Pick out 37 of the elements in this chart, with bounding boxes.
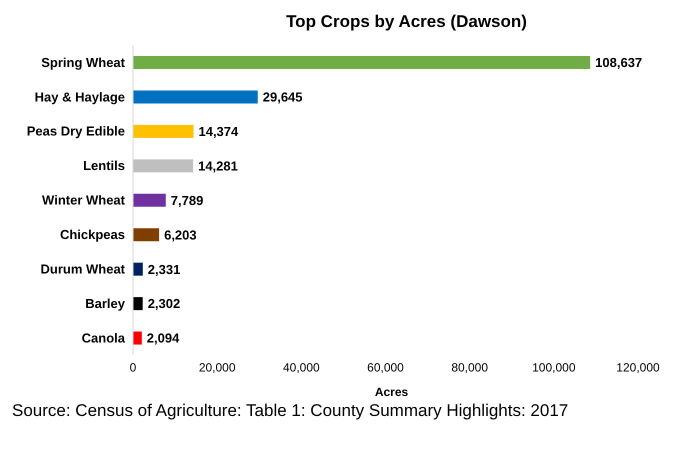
- data-label: 29,645: [262, 90, 303, 105]
- y-tick-label: Hay & Haylage: [34, 89, 125, 104]
- y-tick-label: Durum Wheat: [40, 262, 126, 277]
- bar: [133, 90, 258, 104]
- data-label: 6,203: [164, 227, 197, 242]
- x-tick-label: 60,000: [367, 360, 404, 375]
- bar: [133, 297, 143, 310]
- source-note: Source: Census of Agriculture: Table 1: County Summary Highlights: 2017: [11, 401, 570, 421]
- x-tick-label: 80,000: [451, 360, 488, 375]
- bar: [133, 159, 194, 172]
- data-label: 14,374: [198, 124, 240, 140]
- bar: [133, 194, 166, 207]
- bar: [133, 262, 143, 276]
- data-label: 2,094: [146, 330, 180, 346]
- bar: [133, 332, 142, 345]
- x-axis-title: Acres: [374, 385, 410, 399]
- y-tick-label: Chickpeas: [60, 227, 125, 242]
- data-label: 2,331: [148, 262, 180, 277]
- bar: [133, 228, 160, 242]
- data-label: 108,637: [595, 55, 642, 70]
- bar: [133, 56, 590, 69]
- bar: [133, 124, 194, 138]
- y-tick-label: Lentils: [83, 158, 125, 174]
- data-label: 14,281: [198, 158, 238, 174]
- chart-title: Top Crops by Acres (Dawson): [285, 12, 528, 32]
- data-label: 7,789: [170, 192, 204, 208]
- y-tick-label: Winter Wheat: [42, 192, 126, 208]
- y-tick-label: Peas Dry Edible: [26, 124, 125, 139]
- data-label: 2,302: [148, 296, 180, 312]
- x-tick-label: 120,000: [616, 360, 660, 375]
- x-tick-label: 0: [130, 360, 137, 375]
- y-tick-label: Spring Wheat: [41, 54, 126, 70]
- x-tick-label: 20,000: [198, 360, 236, 375]
- y-tick-label: Canola: [82, 330, 126, 346]
- x-tick-label: 40,000: [282, 360, 320, 375]
- y-tick-label: Barley: [85, 296, 126, 311]
- x-tick-label: 100,000: [532, 360, 576, 375]
